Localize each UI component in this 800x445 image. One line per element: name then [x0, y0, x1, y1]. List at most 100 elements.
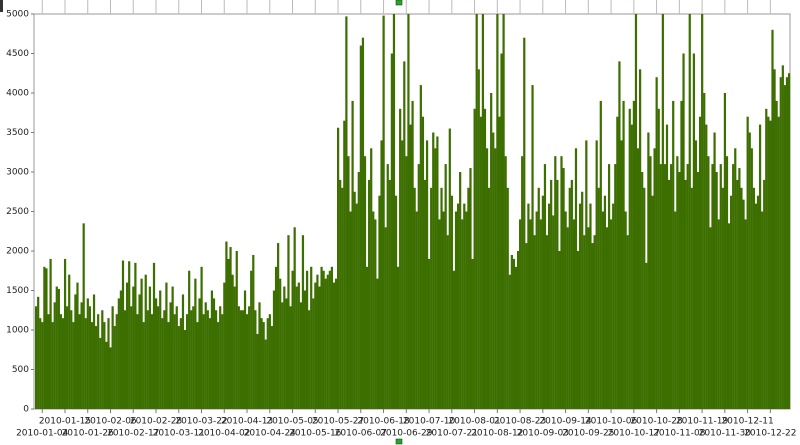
bar — [490, 93, 493, 409]
bar — [359, 45, 362, 409]
bar — [746, 116, 749, 409]
bar — [237, 306, 240, 409]
bar — [773, 69, 776, 410]
bar — [442, 211, 445, 409]
bar — [223, 282, 226, 409]
bar — [440, 187, 443, 409]
bar — [473, 108, 476, 410]
bar — [161, 318, 164, 409]
bar — [568, 187, 571, 409]
bar — [626, 235, 629, 409]
bar — [343, 120, 346, 410]
x-tick-label: 2010-10-17 — [608, 429, 660, 439]
bar — [181, 294, 185, 409]
bar — [558, 251, 561, 409]
bar — [217, 322, 220, 409]
bar — [221, 314, 224, 409]
bar — [386, 164, 389, 409]
bar — [227, 258, 230, 409]
bar — [481, 14, 485, 409]
bar — [498, 116, 501, 409]
bar — [605, 227, 609, 409]
bar — [730, 195, 733, 409]
bar — [206, 310, 209, 409]
bar — [70, 310, 73, 409]
bar — [111, 306, 114, 409]
bar — [533, 235, 536, 409]
x-tick-label: 2010-06-29 — [380, 429, 433, 439]
bar — [543, 164, 547, 409]
bar — [510, 254, 513, 409]
bar — [496, 14, 499, 409]
bar — [680, 100, 683, 410]
x-tick-label: 2010-06-07 — [335, 429, 387, 439]
bar — [665, 124, 669, 409]
x-tick-label: 2010-04-13 — [221, 417, 273, 427]
bar — [618, 61, 621, 410]
bar — [200, 266, 203, 409]
bar — [593, 235, 596, 409]
bar — [330, 266, 334, 409]
bar — [417, 164, 420, 409]
bar — [403, 61, 406, 410]
bar — [444, 164, 447, 409]
bar — [326, 274, 329, 409]
y-tick-label: 2500 — [6, 207, 29, 217]
bar — [310, 266, 313, 409]
bar — [355, 203, 358, 409]
bar — [467, 187, 470, 409]
y-tick-label: 3000 — [6, 168, 29, 178]
bar — [715, 172, 718, 409]
bar — [39, 318, 42, 409]
bar — [109, 347, 112, 409]
bar — [529, 219, 532, 409]
bar — [624, 211, 627, 409]
bar — [262, 322, 265, 409]
bar — [266, 318, 269, 409]
bar — [777, 116, 780, 409]
x-tick-label: 2010-03-11 — [153, 429, 205, 439]
bar — [281, 302, 284, 409]
bar — [550, 179, 553, 409]
bar — [742, 199, 745, 409]
bar — [258, 302, 261, 409]
bar — [589, 203, 592, 409]
bar — [413, 187, 416, 409]
x-tick-label: 2010-02-28 — [130, 417, 183, 427]
bar — [477, 69, 480, 410]
bar — [186, 314, 189, 409]
bar — [581, 191, 584, 409]
bar — [179, 318, 183, 409]
bar — [512, 258, 516, 409]
bar — [620, 140, 623, 409]
bar — [388, 179, 391, 409]
bar — [339, 179, 342, 409]
bar — [521, 156, 524, 409]
bar — [142, 322, 145, 409]
bar — [105, 341, 108, 409]
x-tick-label: 2010-07-21 — [426, 429, 478, 439]
bar — [674, 211, 677, 409]
bar — [456, 203, 460, 409]
x-tick-label: 2010-11-30 — [699, 429, 752, 439]
bar — [361, 37, 365, 409]
bar — [564, 211, 567, 409]
bar — [382, 15, 385, 410]
bar — [705, 124, 708, 409]
bar — [459, 172, 462, 409]
bar — [84, 318, 87, 409]
bar — [639, 69, 642, 410]
bar — [169, 302, 172, 409]
bar — [208, 318, 211, 409]
bar — [305, 270, 309, 409]
bar — [562, 168, 565, 409]
bar — [57, 288, 60, 409]
bar — [411, 100, 414, 410]
bar — [134, 262, 137, 409]
bar — [750, 148, 753, 410]
bar — [452, 270, 456, 409]
bar — [299, 302, 302, 409]
bar — [115, 314, 118, 409]
bar — [723, 93, 727, 409]
bar — [113, 326, 116, 409]
